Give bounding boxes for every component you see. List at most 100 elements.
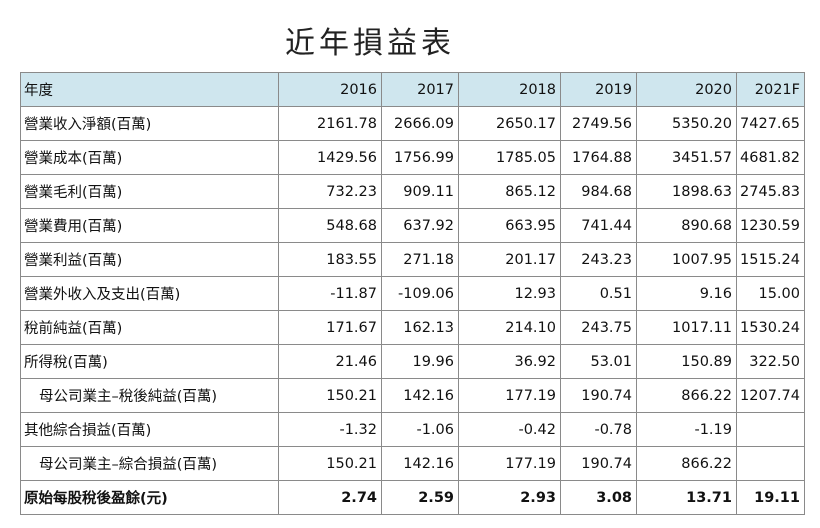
value-cell: -0.42: [458, 412, 561, 447]
value-cell: 190.74: [560, 378, 637, 413]
value-cell: 142.16: [381, 378, 459, 413]
value-cell: 150.21: [278, 446, 382, 481]
row-label-cell: 母公司業主–稅後純益(百萬): [20, 378, 279, 413]
value-cell: 150.89: [636, 344, 737, 379]
value-cell: 243.23: [560, 242, 637, 277]
row-label-cell: 所得稅(百萬): [20, 344, 279, 379]
value-cell: 12.93: [458, 276, 561, 311]
value-cell: 1017.11: [636, 310, 737, 345]
value-cell: 890.68: [636, 208, 737, 243]
value-cell: 5350.20: [636, 106, 737, 141]
value-cell: 2.59: [381, 480, 459, 515]
row-label-cell: 營業外收入及支出(百萬): [20, 276, 279, 311]
value-cell: 36.92: [458, 344, 561, 379]
value-cell: 4681.82: [736, 140, 805, 175]
value-cell: 183.55: [278, 242, 382, 277]
table-row: 其他綜合損益(百萬) -1.32 -1.06 -0.42 -0.78 -1.19: [20, 412, 805, 447]
value-cell: 15.00: [736, 276, 805, 311]
table-row: 營業毛利(百萬) 732.23 909.11 865.12 984.68 1898.63 2…: [20, 174, 805, 209]
value-cell: 909.11: [381, 174, 459, 209]
table-row: 所得稅(百萬) 21.46 19.96 36.92 53.01 150.89 322.50: [20, 344, 805, 379]
value-cell: -1.19: [636, 412, 737, 447]
value-cell: 243.75: [560, 310, 637, 345]
value-cell: 1764.88: [560, 140, 637, 175]
value-cell: 201.17: [458, 242, 561, 277]
value-cell: 1515.24: [736, 242, 805, 277]
value-cell: 271.18: [381, 242, 459, 277]
header-year-cell: 2017: [381, 72, 459, 107]
value-cell: 2666.09: [381, 106, 459, 141]
income-statement-table: 年度 2016 2017 2018 2019 2020 2021F 營業收入淨額…: [20, 72, 805, 515]
value-cell: [736, 412, 805, 447]
value-cell: 865.12: [458, 174, 561, 209]
value-cell: [736, 446, 805, 481]
value-cell: 2650.17: [458, 106, 561, 141]
row-label-cell: 母公司業主–綜合損益(百萬): [20, 446, 279, 481]
value-cell: 741.44: [560, 208, 637, 243]
table-row: 稅前純益(百萬) 171.67 162.13 214.10 243.75 1017.11 1…: [20, 310, 805, 345]
table-row: 營業成本(百萬) 1429.56 1756.99 1785.05 1764.88 3451…: [20, 140, 805, 175]
table-header-row: 年度 2016 2017 2018 2019 2020 2021F: [20, 72, 805, 107]
value-cell: 2745.83: [736, 174, 805, 209]
value-cell: 21.46: [278, 344, 382, 379]
row-label-cell: 營業利益(百萬): [20, 242, 279, 277]
value-cell: 150.21: [278, 378, 382, 413]
value-cell: -1.32: [278, 412, 382, 447]
value-cell: 2161.78: [278, 106, 382, 141]
header-year-cell: 2019: [560, 72, 637, 107]
value-cell: 1007.95: [636, 242, 737, 277]
row-label-cell: 其他綜合損益(百萬): [20, 412, 279, 447]
value-cell: 9.16: [636, 276, 737, 311]
value-cell: 1230.59: [736, 208, 805, 243]
header-year-cell: 2018: [458, 72, 561, 107]
value-cell: 3.08: [560, 480, 637, 515]
value-cell: 190.74: [560, 446, 637, 481]
value-cell: 663.95: [458, 208, 561, 243]
value-cell: -1.06: [381, 412, 459, 447]
table-row: 母公司業主–綜合損益(百萬) 150.21 142.16 177.19 190.74 86…: [20, 446, 805, 481]
value-cell: 2.93: [458, 480, 561, 515]
table-row: 營業收入淨額(百萬) 2161.78 2666.09 2650.17 2749.56 53…: [20, 106, 805, 141]
value-cell: 0.51: [560, 276, 637, 311]
value-cell: 866.22: [636, 378, 737, 413]
value-cell: -109.06: [381, 276, 459, 311]
value-cell: 214.10: [458, 310, 561, 345]
value-cell: 53.01: [560, 344, 637, 379]
header-year-cell: 2021F: [736, 72, 805, 107]
row-label-cell: 營業收入淨額(百萬): [20, 106, 279, 141]
value-cell: 1530.24: [736, 310, 805, 345]
value-cell: 2749.56: [560, 106, 637, 141]
row-label-cell: 營業成本(百萬): [20, 140, 279, 175]
table-row: 原始每股稅後盈餘(元) 2.74 2.59 2.93 3.08 13.71 19.11: [20, 480, 805, 515]
value-cell: 322.50: [736, 344, 805, 379]
value-cell: 162.13: [381, 310, 459, 345]
value-cell: 13.71: [636, 480, 737, 515]
value-cell: 1785.05: [458, 140, 561, 175]
value-cell: 3451.57: [636, 140, 737, 175]
value-cell: 177.19: [458, 378, 561, 413]
header-year-cell: 2016: [278, 72, 382, 107]
value-cell: 177.19: [458, 446, 561, 481]
value-cell: 1429.56: [278, 140, 382, 175]
value-cell: 7427.65: [736, 106, 805, 141]
value-cell: 142.16: [381, 446, 459, 481]
value-cell: 1898.63: [636, 174, 737, 209]
value-cell: 19.96: [381, 344, 459, 379]
value-cell: 866.22: [636, 446, 737, 481]
row-label-cell: 稅前純益(百萬): [20, 310, 279, 345]
table-row: 營業費用(百萬) 548.68 637.92 663.95 741.44 890.68 12…: [20, 208, 805, 243]
value-cell: -0.78: [560, 412, 637, 447]
row-label-cell: 原始每股稅後盈餘(元): [20, 480, 279, 515]
page-title: 近年損益表: [285, 26, 455, 61]
value-cell: -11.87: [278, 276, 382, 311]
value-cell: 984.68: [560, 174, 637, 209]
row-label-cell: 營業費用(百萬): [20, 208, 279, 243]
value-cell: 1756.99: [381, 140, 459, 175]
value-cell: 2.74: [278, 480, 382, 515]
value-cell: 1207.74: [736, 378, 805, 413]
table-row: 營業利益(百萬) 183.55 271.18 201.17 243.23 1007.95 1…: [20, 242, 805, 277]
header-year-cell: 2020: [636, 72, 737, 107]
value-cell: 19.11: [736, 480, 805, 515]
row-label-cell: 營業毛利(百萬): [20, 174, 279, 209]
table-row: 營業外收入及支出(百萬) -11.87 -109.06 12.93 0.51 9.16 15…: [20, 276, 805, 311]
